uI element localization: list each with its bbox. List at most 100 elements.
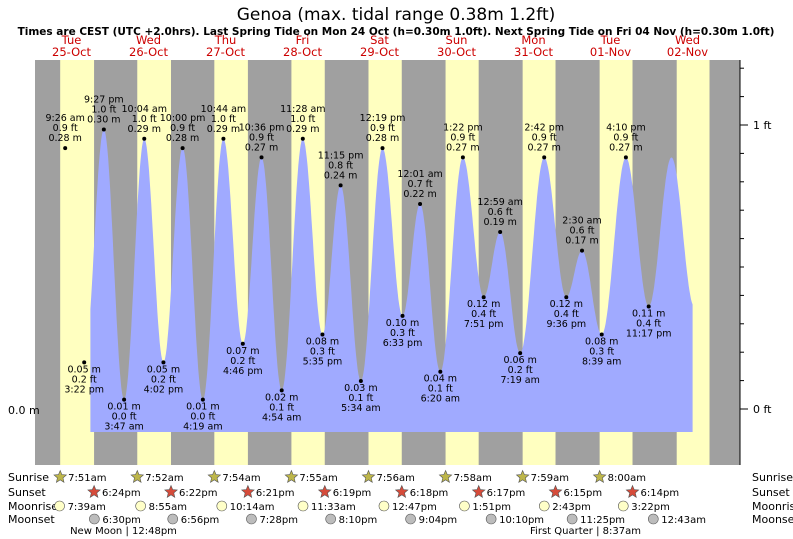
tide-label-text: 10:04 am (122, 104, 167, 115)
moonset-event: 9:04pm (405, 513, 457, 526)
tide-point (279, 388, 284, 393)
day-of-week: Sun (446, 33, 468, 47)
tide-point (300, 136, 305, 141)
low-tide-label: 0.06 m0.2 ft7:19 am (500, 351, 540, 386)
tide-label-text: 1.0 ft (290, 114, 315, 125)
sunset-time: 6:22pm (179, 488, 218, 499)
tide-label-text: 0.17 m (565, 236, 598, 247)
tide-label-text: 5:34 am (341, 403, 380, 414)
tide-point (518, 351, 523, 356)
sunset-event: 6:17pm (471, 484, 525, 499)
sunrise-event: 7:55am (284, 469, 338, 484)
tide-label-text: 0.3 ft (589, 346, 614, 357)
tide-label-text: 0.2 ft (151, 374, 176, 385)
tide-label-text: 0.27 m (446, 142, 479, 153)
tide-label-text: 0.02 m (265, 392, 298, 403)
tide-label-text: 2:30 am (562, 216, 601, 227)
tide-label-text: 1.0 ft (91, 104, 116, 115)
moonset-icon (167, 513, 179, 525)
sunset-time: 6:19pm (333, 488, 372, 499)
astro-row-label-right: Moonrise (752, 500, 793, 513)
tide-point (200, 397, 205, 402)
high-tide-label: 10:04 am1.0 ft0.29 m (122, 104, 167, 141)
day-date: 02-Nov (667, 45, 708, 59)
tide-label-text: 0.30 m (87, 114, 120, 125)
sunset-star-icon (394, 484, 409, 498)
day-date: 01-Nov (590, 45, 631, 59)
low-tide-label: 0.07 m0.2 ft4:46 pm (223, 341, 263, 377)
day-of-week: Thu (214, 33, 237, 47)
tide-label-text: 8:39 am (582, 356, 621, 367)
low-tide-label: 0.01 m0.0 ft4:19 am (183, 397, 223, 433)
tide-label-text: 4:46 pm (223, 366, 263, 377)
tide-label-text: 0.28 m (48, 133, 81, 144)
tide-label-text: 5:35 pm (303, 356, 343, 367)
tide-label-text: 0.01 m (107, 402, 140, 413)
tide-label-text: 0.9 ft (370, 123, 395, 134)
sunset-time: 6:18pm (410, 488, 449, 499)
tide-label-text: 2:42 pm (524, 122, 564, 133)
tide-point (542, 155, 547, 160)
moonrise-time: 2:43pm (552, 502, 591, 513)
tide-label-text: 9:27 pm (84, 94, 124, 105)
tide-label-text: 0.6 ft (569, 226, 594, 237)
tide-label-text: 0.06 m (503, 355, 536, 366)
astro-row-label-right: Moonset (752, 513, 793, 526)
tide-label-text: 0.29 m (286, 124, 319, 135)
low-tide-label: 0.12 m0.4 ft9:36 pm (546, 295, 586, 330)
high-tide-label: 9:26 am0.9 ft0.28 m (45, 113, 85, 151)
sunrise-event: 7:58am (438, 469, 492, 484)
tide-label-text: 0.04 m (424, 374, 457, 385)
tide-label-text: 0.7 ft (408, 179, 433, 190)
sunrise-star-icon (130, 469, 145, 483)
moonrise-event: 2:43pm (538, 500, 591, 513)
moonrise-time: 8:55am (149, 502, 187, 513)
moon-phase-label: New Moon | 12:48pm (70, 526, 177, 537)
moonrise-icon (54, 500, 65, 512)
tide-label-text: 0.3 ft (390, 328, 415, 339)
sunset-time: 6:15pm (564, 488, 603, 499)
tide-curve (90, 129, 693, 432)
astro-row-label-left: Moonrise (8, 500, 58, 513)
moonset-event: 6:56pm (167, 513, 219, 526)
moonrise-icon (378, 500, 390, 512)
moonrise-event: 12:47pm (378, 500, 437, 513)
tide-label-text: 0.11 m (632, 309, 665, 320)
moonset-time: 12:43am (661, 515, 706, 526)
tide-point (221, 136, 226, 141)
tide-label-text: 11:15 pm (318, 150, 364, 161)
tide-label-text: 3:47 am (104, 422, 143, 433)
low-tide-label: 0.05 m0.2 ft3:22 pm (64, 360, 104, 395)
tide-label-text: 4:10 pm (606, 122, 646, 133)
high-tide-label: 12:59 am0.6 ft0.19 m (477, 197, 523, 234)
day-date: 25-Oct (52, 45, 91, 59)
tide-label-text: 0.4 ft (554, 309, 579, 320)
tide-label-text: 4:19 am (183, 422, 222, 433)
moonrise-event: 10:14am (216, 500, 275, 513)
day-date: 30-Oct (437, 45, 476, 59)
moonset-icon (566, 513, 578, 525)
astro-row-label-left: Sunset (8, 486, 46, 499)
tide-label-text: 0.07 m (226, 346, 259, 357)
tide-point (599, 332, 604, 337)
tide-label-text: 0.3 ft (310, 346, 335, 357)
sunrise-event: 7:56am (361, 469, 415, 484)
tide-label-text: 0.08 m (306, 336, 339, 347)
moonrise-time: 10:14am (230, 502, 275, 513)
tide-label-text: 7:51 pm (464, 319, 504, 330)
tide-label-text: 1:22 pm (443, 122, 483, 133)
tide-point (259, 155, 264, 160)
moonset-icon (89, 513, 100, 525)
tide-labels: 9:26 am0.9 ft0.28 m 0.05 m0.2 ft3:22 pm 9:… (45, 94, 671, 432)
sunset-event: 6:21pm (240, 484, 294, 499)
tide-label-text: 11:28 am (280, 104, 325, 115)
chart-title: Genoa (max. tidal range 0.38m 1.2ft) (237, 5, 556, 25)
day-of-week: Wed (136, 33, 161, 47)
y-axis-left-label: 0.0 m (8, 404, 40, 417)
tide-point (418, 202, 423, 207)
low-tide-label: 0.01 m0.0 ft3:47 am (104, 397, 144, 433)
tide-label-text: 10:36 pm (239, 122, 285, 133)
low-tide-label: 0.08 m0.3 ft5:35 pm (303, 332, 343, 367)
moonrise-icon (135, 500, 146, 512)
